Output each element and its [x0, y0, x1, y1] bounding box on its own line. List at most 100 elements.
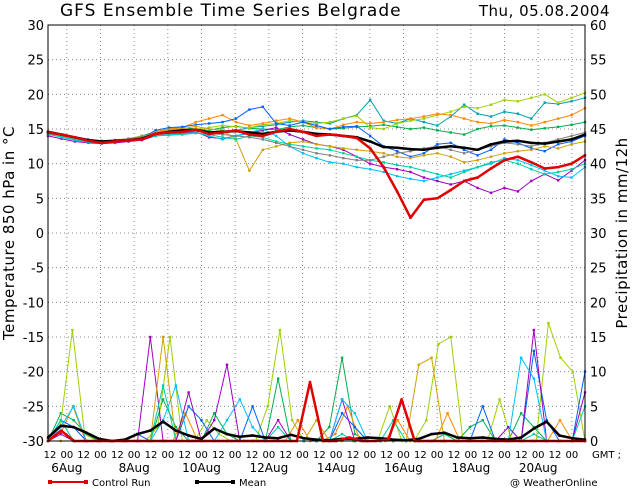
member-precip-line-0-point: [59, 412, 62, 415]
member-precip-line-0-point: [443, 432, 446, 436]
member-temp-line-4-point: [167, 126, 171, 129]
member-precip-line-1-point: [156, 425, 160, 429]
member-temp-line-7-point: [395, 155, 399, 158]
mean-precip-line-point: [85, 431, 88, 434]
member-precip-line-4-point: [149, 335, 152, 339]
member-temp-line-2-point: [221, 124, 224, 127]
y-left-tick-label: 20: [27, 88, 44, 103]
mean-precip-line-point: [417, 437, 420, 441]
x-hour-tick-label: 12: [111, 450, 124, 461]
member-precip-line-0-point: [276, 377, 280, 380]
control-run-temp-line-point: [127, 138, 130, 142]
member-temp-line-3-point: [369, 122, 372, 125]
control-run-precip-line-point: [308, 380, 312, 384]
mean-precip-line-point: [251, 434, 254, 437]
mean-temp-line-point: [100, 140, 103, 143]
chart-title: GFS Ensemble Time Series Belgrade: [60, 1, 402, 21]
control-run-temp-line-point: [570, 162, 573, 165]
member-temp-line-1-point: [543, 101, 546, 104]
member-temp-line-1-point: [503, 110, 506, 113]
mean-precip-line-point: [213, 427, 216, 430]
member-temp-line-0-point: [570, 123, 573, 127]
member-temp-line-1-point: [261, 125, 264, 128]
member-precip-line-1-point: [425, 419, 428, 422]
control-run-temp-line-point: [462, 179, 466, 183]
mean-precip-line-point: [545, 420, 548, 423]
member-temp-line-0-point: [543, 127, 546, 130]
control-run-temp-line-point: [194, 128, 197, 131]
member-temp-line-9-point: [503, 141, 506, 145]
member-temp-line-8-point: [221, 136, 224, 139]
control-run-temp-line-point: [140, 138, 144, 141]
member-temp-line-6-point: [462, 169, 466, 172]
member-precip-line-7-point: [161, 384, 165, 387]
control-run-temp-line-point: [503, 159, 506, 162]
member-precip-line-7-point: [532, 432, 536, 436]
member-temp-line-9-point: [556, 138, 560, 141]
mean-precip-line-point: [366, 436, 369, 439]
member-temp-line-8-point: [154, 134, 157, 138]
member-precip-line-6-point: [430, 356, 433, 359]
mean-temp-line-point: [436, 146, 439, 149]
member-temp-line-7-point: [194, 125, 197, 128]
member-temp-line-8-point: [409, 165, 412, 169]
member-precip-line-0-point: [213, 412, 216, 415]
member-temp-line-4-point: [530, 147, 533, 150]
member-precip-line-2-point: [346, 405, 349, 408]
member-temp-line-2-point: [503, 98, 506, 102]
member-temp-line-3-point: [275, 119, 278, 122]
member-temp-line-4-point: [221, 120, 224, 124]
control-run-temp-line-point: [328, 133, 332, 136]
mean-precip-line-point: [519, 436, 523, 439]
member-temp-line-9-point: [342, 156, 345, 160]
member-temp-line-1-point: [570, 100, 573, 103]
mean-temp-line-point: [449, 145, 452, 148]
mean-precip-line-point: [532, 427, 536, 430]
member-temp-line-4-point: [315, 124, 318, 127]
x-hour-tick-label: 12: [481, 450, 494, 461]
control-run-temp-line-point: [113, 140, 117, 143]
member-temp-line-6-point: [355, 165, 358, 169]
control-run-precip-line-point: [59, 429, 63, 432]
member-temp-line-2-point: [261, 123, 264, 127]
x-axis-ticks: 12 00 12 00 12 00 12 00 12 00 12 00 12 00 12 00 12 00 12 00…: [44, 450, 579, 475]
member-precip-line-2-point: [558, 419, 562, 422]
member-precip-line-1-point: [266, 405, 269, 408]
member-temp-line-5-point: [342, 148, 345, 151]
member-temp-line-7-point: [462, 161, 466, 164]
member-precip-line-1-point: [571, 370, 574, 373]
member-temp-line-9-point: [355, 159, 358, 162]
member-temp-line-8-point: [194, 131, 197, 135]
mean-temp-line-point: [543, 142, 546, 145]
member-temp-line-3-point: [207, 117, 211, 120]
y-right-tick-label: 35: [590, 192, 607, 207]
mean-precip-line-point: [571, 437, 574, 440]
member-precip-line-6-point: [417, 363, 420, 366]
member-temp-line-9-point: [369, 159, 372, 162]
member-temp-line-0-point: [476, 127, 479, 131]
member-temp-line-6-point: [342, 162, 345, 165]
control-run-temp-line-point: [543, 167, 546, 170]
member-temp-line-4-point: [395, 149, 399, 153]
member-temp-line-3-point: [503, 118, 506, 122]
member-temp-line-7-point: [436, 152, 439, 155]
member-temp-line-9-point: [261, 138, 264, 141]
member-temp-line-3-point: [516, 120, 520, 124]
member-temp-line-6-point: [261, 127, 264, 131]
member-temp-line-3-point: [530, 124, 533, 127]
member-temp-line-8-point: [234, 138, 238, 141]
control-run-temp-line-point: [248, 133, 251, 136]
legend-control-run-marker-right: [84, 480, 88, 484]
member-temp-line-5-point: [449, 183, 452, 186]
y-left-tick-label: -5: [31, 262, 44, 277]
member-temp-line-9-point: [194, 129, 197, 133]
member-temp-line-7-point: [275, 145, 278, 148]
member-temp-line-7-point: [516, 149, 520, 153]
member-precip-line-4-point: [225, 363, 229, 366]
control-run-temp-line-point: [342, 134, 345, 138]
grid: [48, 25, 585, 441]
member-temp-line-9-point: [489, 145, 493, 148]
y-right-tick-label: 30: [590, 227, 607, 242]
member-temp-line-7-point: [355, 148, 358, 151]
member-temp-line-8-point: [60, 135, 63, 138]
